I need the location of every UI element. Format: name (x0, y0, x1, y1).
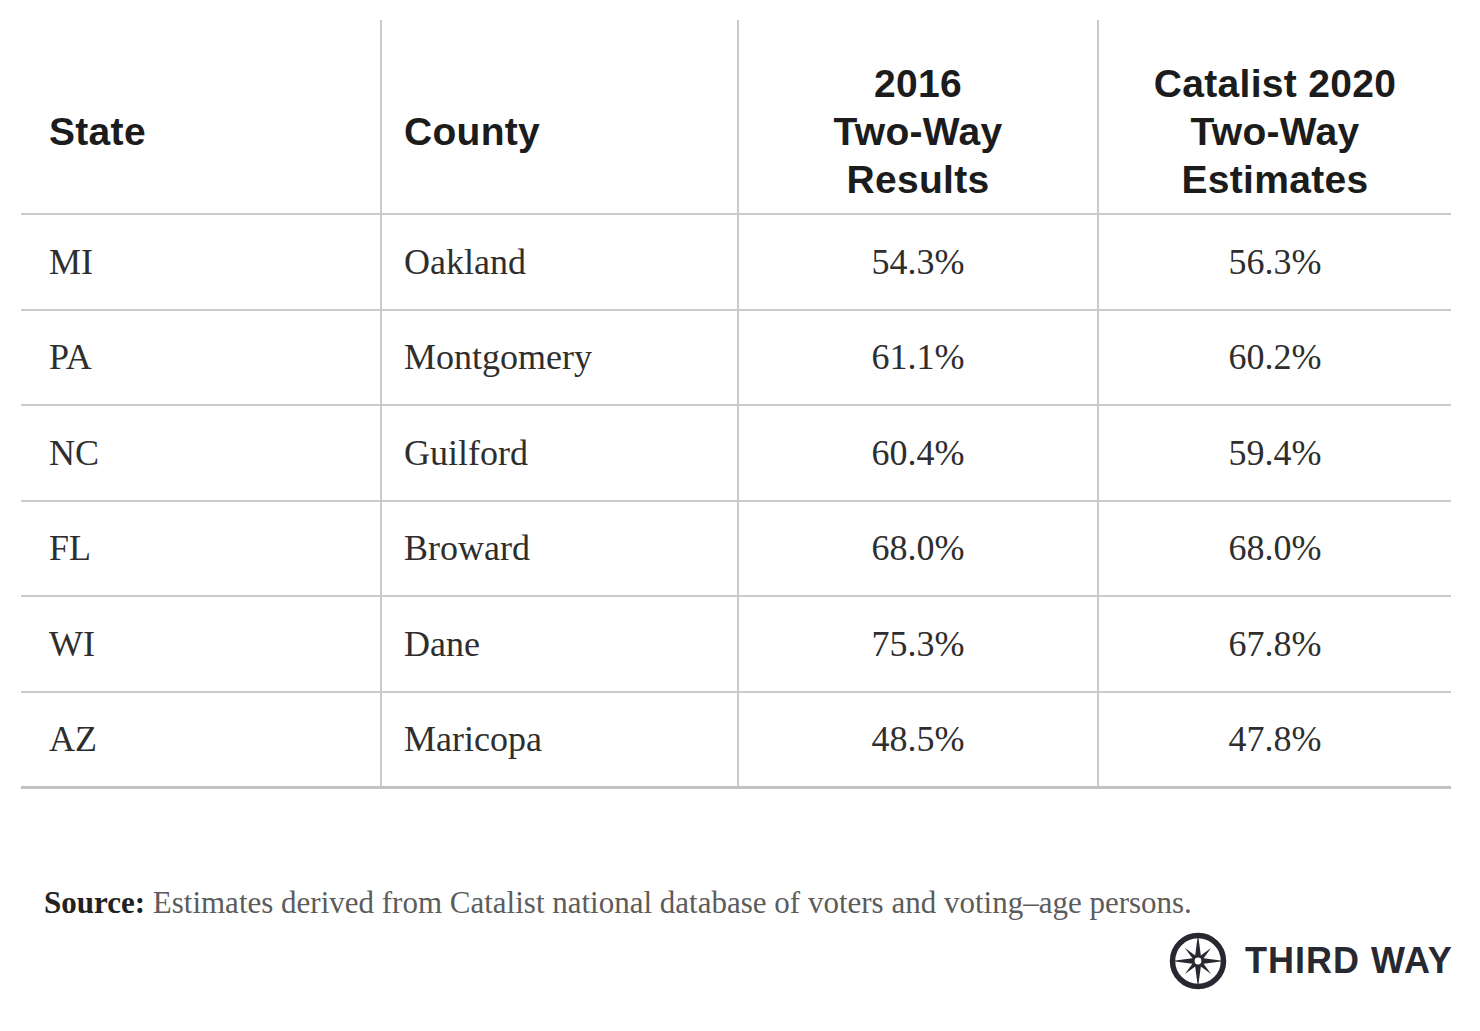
third-way-logo: THIRD WAY (1168, 931, 1453, 991)
estimate-2020-cell: 59.4% (1097, 404, 1451, 500)
column-header-2016-results: 2016 Two-Way Results (737, 20, 1097, 213)
result-2016-cell: 54.3% (737, 213, 1097, 309)
column-header-label: County (404, 108, 540, 156)
estimate-2020-cell: 47.8% (1097, 691, 1451, 787)
column-header-catalist-2020: Catalist 2020 Two-Way Estimates (1097, 20, 1451, 213)
column-header-line: Two-Way (834, 108, 1003, 156)
column-header-line: Two-Way (1191, 108, 1360, 156)
column-header-line: Estimates (1182, 156, 1369, 204)
compass-icon (1168, 931, 1228, 991)
source-note: Source: Estimates derived from Catalist … (44, 885, 1192, 921)
county-cell: Guilford (380, 404, 737, 500)
estimate-2020-cell: 67.8% (1097, 595, 1451, 691)
result-2016-cell: 61.1% (737, 309, 1097, 405)
result-2016-cell: 60.4% (737, 404, 1097, 500)
column-header-label: State (49, 108, 146, 156)
column-header-state: State (21, 20, 380, 213)
estimate-2020-cell: 60.2% (1097, 309, 1451, 405)
results-table: State County 2016 Two-Way Results Catali… (21, 20, 1451, 789)
county-cell: Maricopa (380, 691, 737, 787)
column-header-county: County (380, 20, 737, 213)
column-header-line: Catalist 2020 (1154, 60, 1396, 108)
county-cell: Montgomery (380, 309, 737, 405)
result-2016-cell: 48.5% (737, 691, 1097, 787)
state-cell: AZ (21, 691, 380, 787)
state-cell: MI (21, 213, 380, 309)
column-header-line: Results (847, 156, 990, 204)
county-cell: Broward (380, 500, 737, 596)
result-2016-cell: 68.0% (737, 500, 1097, 596)
county-cell: Dane (380, 595, 737, 691)
brand-name: THIRD WAY (1245, 940, 1453, 982)
result-2016-cell: 75.3% (737, 595, 1097, 691)
source-text: Estimates derived from Catalist national… (153, 885, 1192, 920)
state-cell: WI (21, 595, 380, 691)
county-cell: Oakland (380, 213, 737, 309)
state-cell: PA (21, 309, 380, 405)
state-cell: FL (21, 500, 380, 596)
estimate-2020-cell: 56.3% (1097, 213, 1451, 309)
state-cell: NC (21, 404, 380, 500)
source-label: Source: (44, 885, 145, 920)
column-header-line: 2016 (874, 60, 962, 108)
estimate-2020-cell: 68.0% (1097, 500, 1451, 596)
